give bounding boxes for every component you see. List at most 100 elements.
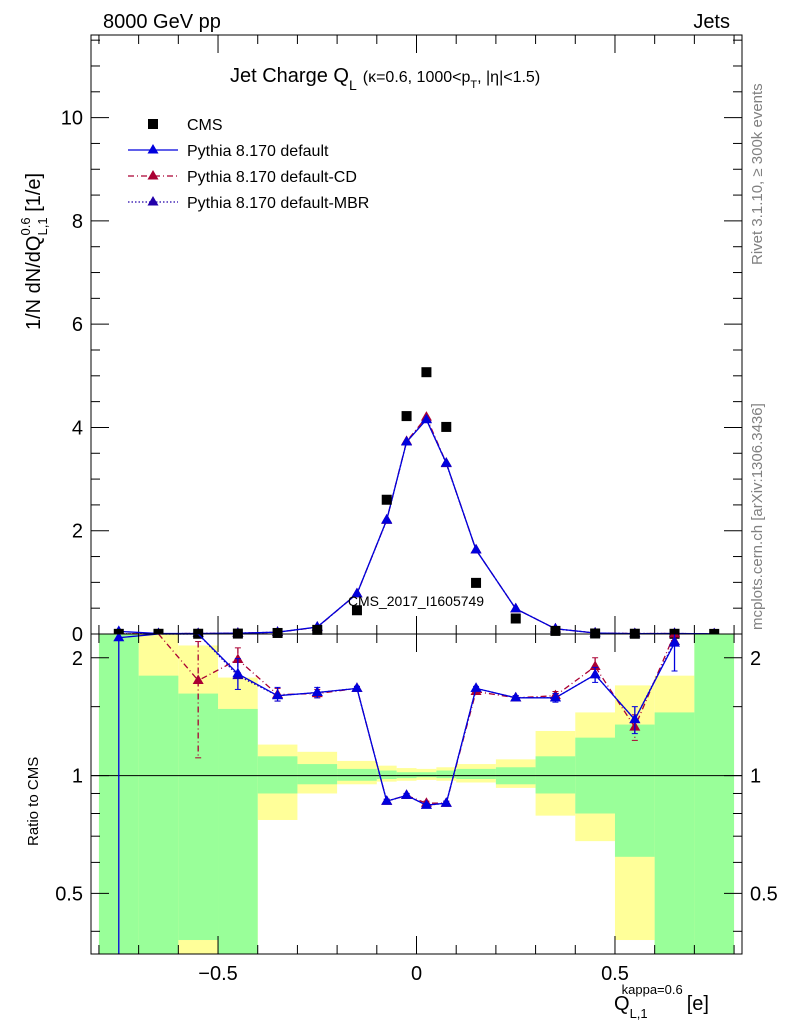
ratio-band-stat (376, 770, 397, 779)
x-axis-label: QL,1 kappa=0.6 [e] (614, 982, 709, 1021)
legend-marker-mbr (147, 196, 159, 206)
energy-label: 8000 GeV pp (103, 11, 221, 33)
ratio-marker-0 (669, 637, 681, 647)
ratio-band-stat (297, 764, 338, 785)
main-marker-1 (440, 457, 452, 467)
ratio-marker-0 (420, 799, 432, 809)
ratio-band-stat (178, 693, 219, 941)
main-marker-1 (510, 602, 522, 613)
ratio-y-ticks: 0.5 0.5 1 1 2 2 (55, 648, 778, 932)
ratio-marker-0 (381, 795, 393, 805)
title-sub: L (349, 77, 357, 93)
cms-data-point (272, 627, 283, 638)
x-label-main: Q (614, 993, 630, 1015)
ratio-y-tick-label-right: 2 (750, 648, 761, 670)
main-y-tick-label: 8 (72, 211, 83, 233)
cms-data-point (312, 624, 323, 635)
legend-label-mbr: Pythia 8.170 default-MBR (187, 195, 369, 212)
cms-data-point (550, 625, 561, 636)
title-main: Jet Charge Q (230, 65, 349, 87)
ratio-marker-0 (440, 797, 452, 807)
ratio-band-stat (416, 772, 437, 778)
main-title: Jet Charge QL (κ=0.6, 1000<pT, |η|<1.5) (230, 65, 540, 93)
ratio-marker-0 (549, 691, 561, 702)
ratio-line-1 (158, 634, 676, 804)
category-label: Jets (693, 11, 730, 33)
ratio-panel: 0.5 0.5 1 1 2 2 −0.5 0 0.5 Ratio to CMS QL,1 kap… (25, 633, 778, 1021)
ratio-marker-0 (589, 668, 601, 679)
title-detail-end: , |η|<1.5) (477, 69, 540, 86)
main-x-ticks (98, 35, 735, 634)
ratio-band-stat (654, 712, 695, 954)
main-line-1 (118, 418, 715, 635)
ratio-marker-0 (232, 667, 244, 678)
main-y-ticks: 0 2 4 6 8 10 (61, 39, 742, 646)
cms-data-point (421, 367, 432, 378)
ratio-y-label: Ratio to CMS (25, 757, 42, 846)
ratio-series (113, 634, 681, 954)
title-detail-sub: T (470, 79, 477, 91)
ratio-marker-0 (629, 713, 641, 724)
ratio-marker-1 (192, 674, 204, 684)
ratio-band-stat (436, 770, 457, 779)
ratio-line-2 (158, 634, 676, 806)
ratio-band-stat (535, 756, 576, 794)
cms-data-point (381, 494, 392, 505)
main-y-tick-label: 6 (72, 314, 83, 336)
cms-data-point (471, 577, 482, 588)
cms-data-point (510, 613, 521, 624)
main-marker-1 (420, 413, 432, 424)
main-marker-1 (470, 543, 482, 554)
rivet-note: Rivet 3.1.10, ≥ 300k events (749, 83, 766, 265)
title-detail: (κ=0.6, 1000<p (363, 69, 471, 86)
mcplots-note: mcplots.cern.ch [arXiv:1306.3436] (749, 403, 766, 630)
main-marker-1 (401, 435, 413, 446)
x-label-unit: [e] (687, 993, 709, 1015)
ratio-x-tick-label: 0 (411, 963, 422, 985)
cms-data-point (401, 411, 412, 422)
cms-data-point (351, 605, 362, 616)
ratio-band-stat (218, 708, 258, 954)
ratio-marker-0 (311, 686, 323, 697)
ratio-marker-0 (401, 789, 413, 799)
legend: CMS Pythia 8.170 default Pythia 8.170 de… (128, 117, 369, 212)
ratio-x-ticks: −0.5 0 0.5 (98, 634, 735, 985)
ratio-band-stat (138, 675, 179, 954)
legend-marker-cms (148, 119, 158, 129)
cms-data-point (441, 421, 452, 432)
x-label-sub: L,1 (630, 1006, 648, 1021)
ratio-x-tick-label: 0.5 (601, 963, 629, 985)
ratio-y-tick-label: 0.5 (55, 883, 83, 905)
legend-label-cms: CMS (187, 117, 223, 134)
ratio-band-stat (257, 756, 298, 794)
ratio-x-tick-label: −0.5 (198, 963, 237, 985)
ratio-marker-0 (470, 682, 482, 692)
ratio-band-stat (456, 768, 496, 779)
ratio-clipped-group (113, 634, 681, 954)
main-y-tick-label: 0 (72, 624, 83, 646)
ratio-band-stat (694, 634, 735, 954)
ratio-marker-0 (272, 689, 284, 700)
ratio-marker-0 (351, 682, 363, 692)
ratio-y-tick-label: 1 (72, 766, 83, 788)
legend-marker-cd (147, 170, 159, 180)
ratio-y-tick-label-right: 1 (750, 766, 761, 788)
ratio-marker-0 (113, 634, 125, 642)
cms-data-point (590, 628, 601, 639)
main-marker-1 (381, 513, 393, 524)
ratio-band-stat (337, 768, 377, 781)
main-y-label: 1/N dN/dQL,10.6 [1/e] (18, 173, 50, 330)
legend-label-cd: Pythia 8.170 default-CD (187, 169, 357, 186)
watermark: CMS_2017_I1605749 (348, 593, 484, 609)
main-y-tick-label: 2 (72, 521, 83, 543)
ratio-uncertainty-bands (98, 634, 735, 954)
legend-marker-default (147, 144, 159, 154)
x-label-sup: kappa=0.6 (622, 982, 683, 997)
ratio-band-stat (614, 724, 655, 857)
legend-label-default: Pythia 8.170 default (187, 143, 329, 160)
ratio-marker-0 (510, 691, 522, 702)
main-marker-1 (351, 587, 363, 598)
main-panel: 0 2 4 6 8 10 CMS_2017_I1605749 Jet Charge QL (… (18, 34, 743, 646)
main-y-tick-label: 4 (72, 417, 83, 439)
